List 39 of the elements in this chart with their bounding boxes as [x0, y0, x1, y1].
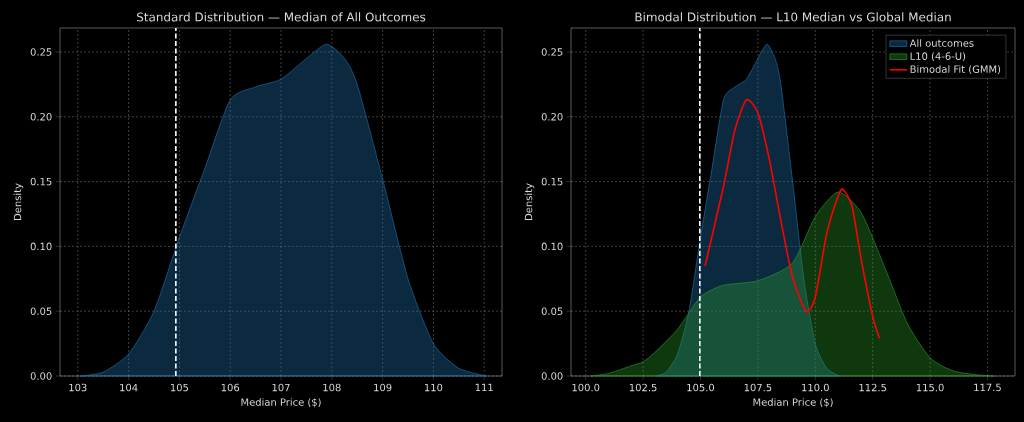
chart-title: Bimodal Distribution — L10 Median vs Global Median [635, 12, 951, 22]
x-tick-label: 106 [221, 383, 240, 392]
x-axis-title: Median Price ($) [241, 398, 321, 408]
y-tick-label: 0.20 [541, 113, 563, 121]
y-tick-label: 0.10 [30, 242, 52, 251]
chart-title: Standard Distribution — Median of All Outcomes [137, 12, 426, 22]
y-tick-label: 0.15 [541, 177, 563, 186]
x-tick-label: 105 [170, 383, 189, 392]
x-tick-label: 112.5 [859, 383, 887, 392]
x-tick-label: 117.5 [974, 383, 1001, 392]
line-series [704, 98, 881, 340]
y-tick-label: 0.05 [30, 307, 52, 315]
x-tick-label: 109 [374, 383, 392, 392]
x-tick-label: 107 [272, 383, 290, 392]
legend-label: Bimodal Fit (GMM) [910, 65, 1001, 75]
y-tick-label: 0.10 [541, 242, 563, 251]
y-tick-label: 0.25 [30, 48, 52, 56]
x-tick-label: 102.5 [629, 383, 657, 392]
legend-label: All outcomes [909, 39, 974, 47]
y-axis-title: Density [13, 183, 24, 220]
x-tick-label: 108 [323, 383, 341, 392]
y-tick-label: 0.00 [30, 372, 52, 380]
x-tick-label: 110.0 [802, 383, 829, 392]
x-tick-label: 105.0 [687, 383, 715, 392]
y-tick-label: 0.05 [541, 307, 563, 315]
y-tick-label: 0.25 [541, 48, 563, 56]
legend-label: L10 (4-6-U) [910, 52, 966, 62]
y-axis-title: Density [524, 183, 535, 220]
x-tick-label: 110 [425, 383, 443, 392]
y-tick-label: 0.20 [30, 113, 52, 121]
x-tick-label: 107.5 [744, 383, 772, 392]
x-tick-label: 100.0 [572, 383, 600, 392]
x-axis-title: Median Price ($) [753, 398, 833, 408]
x-tick-label: 103 [69, 383, 87, 392]
x-tick-label: 111 [475, 383, 493, 392]
x-tick-label: 104 [120, 383, 138, 392]
y-tick-label: 0.00 [541, 372, 563, 380]
x-tick-label: 115.0 [916, 383, 944, 392]
y-tick-label: 0.15 [30, 177, 52, 186]
